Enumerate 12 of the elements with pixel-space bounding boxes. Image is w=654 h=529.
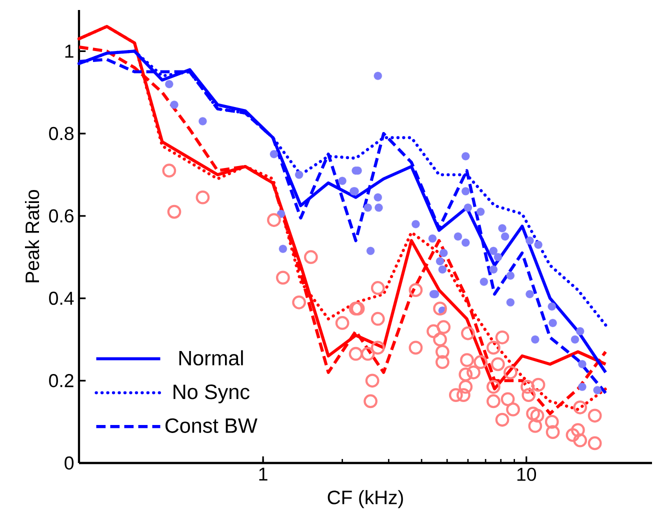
y-tick-label: 0.2 bbox=[49, 374, 74, 388]
legend-label: Const BW bbox=[166, 418, 258, 433]
x-axis-title: CF (kHz) bbox=[328, 490, 403, 508]
x-tick-label: 10 bbox=[517, 468, 536, 481]
y-tick-label: 0 bbox=[64, 456, 74, 470]
legend-label: No Sync bbox=[174, 384, 250, 404]
y-axis-title: Peak Ratio bbox=[24, 190, 40, 282]
y-tick-label: 0.6 bbox=[49, 209, 74, 223]
y-tick-label: 0.4 bbox=[49, 292, 74, 305]
y-tick-label: 0.8 bbox=[49, 126, 74, 140]
legend-label: Normal bbox=[179, 350, 243, 366]
y-tick-label: 1 bbox=[65, 44, 74, 58]
